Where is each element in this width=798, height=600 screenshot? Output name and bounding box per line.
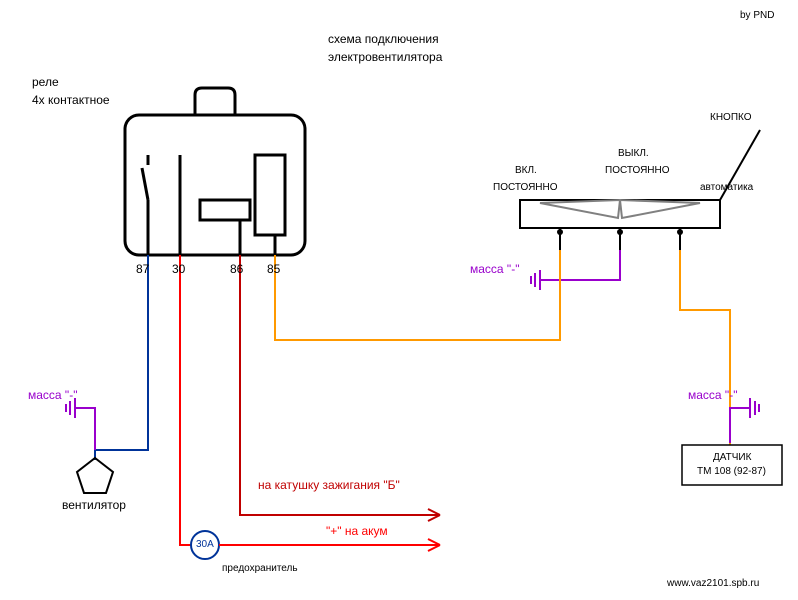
- sensor-line2: TM 108 (92-87): [697, 466, 766, 477]
- wire-pin87: [95, 255, 148, 460]
- coil-label: на катушку зажигания "Б": [258, 478, 400, 492]
- wire-ground-sensor: [730, 408, 750, 443]
- relay-tab: [195, 88, 235, 115]
- fan-icon: [77, 458, 113, 493]
- knopko-label: КНОПКО: [710, 112, 752, 123]
- attribution: by PND: [740, 10, 774, 21]
- wire-ground-left: [75, 408, 95, 450]
- plus-label: "+" на акум: [326, 524, 388, 538]
- wire-ground-switch: [540, 250, 620, 280]
- fuse-label: предохранитель: [222, 563, 298, 574]
- fuse-value: 30A: [196, 539, 214, 550]
- post2-label: ПОСТОЯННО: [605, 165, 670, 176]
- pin-86-label: 86: [230, 262, 243, 276]
- switch-body: [520, 200, 720, 228]
- relay-body: [125, 115, 305, 255]
- wire-pin30: [180, 255, 191, 545]
- ground-left-label: масса "-": [28, 388, 77, 402]
- relay-label-1: реле: [32, 75, 59, 89]
- vykl-label: ВЫКЛ.: [618, 148, 649, 159]
- ground-sensor-label: масса "-": [688, 388, 737, 402]
- fan-label: вентилятор: [62, 498, 126, 512]
- title-line2: электровентилятора: [328, 50, 442, 64]
- ground-switch-label: масса "-": [470, 262, 519, 276]
- post1-label: ПОСТОЯННО: [493, 182, 558, 193]
- pin-85-label: 85: [267, 262, 280, 276]
- sensor-box: [682, 445, 782, 485]
- title-line1: схема подключения: [328, 32, 439, 46]
- wire-pin86: [240, 255, 440, 515]
- pin-87-label: 87: [136, 262, 149, 276]
- vkl-label: ВКЛ.: [515, 165, 537, 176]
- sensor-line1: ДАТЧИК: [713, 452, 751, 463]
- site-label: www.vaz2101.spb.ru: [667, 578, 759, 589]
- wire-orange-sensor: [680, 250, 730, 445]
- avtomatika-label: автоматика: [700, 182, 753, 193]
- relay-label-2: 4х контактное: [32, 93, 110, 107]
- pin-30-label: 30: [172, 262, 185, 276]
